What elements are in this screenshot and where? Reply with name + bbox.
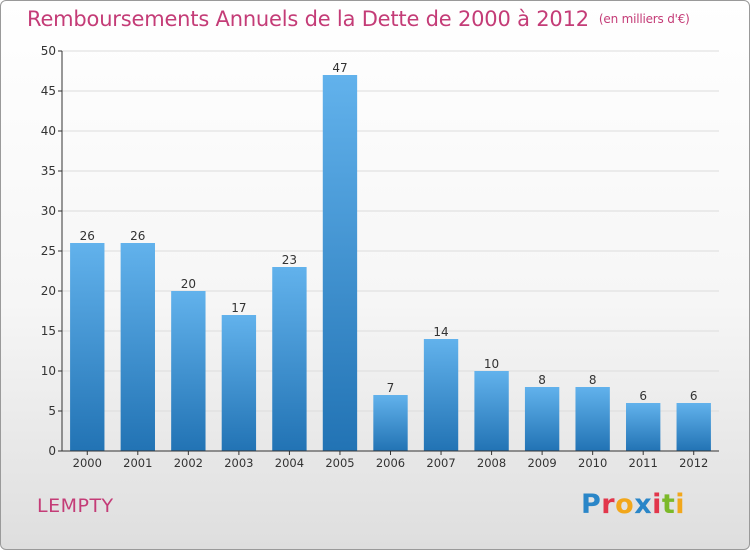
bar-value-2009: 8	[538, 373, 546, 387]
y-tick-label-20: 20	[41, 284, 56, 298]
proxiti-letter: o	[615, 489, 635, 520]
proxiti-logo: Proxiti	[581, 489, 685, 520]
y-tick-label-50: 50	[41, 44, 56, 58]
bar-value-2001: 26	[130, 229, 145, 243]
y-tick-label-25: 25	[41, 244, 56, 258]
bar-value-2006: 7	[387, 381, 395, 395]
x-tick-label-2009: 2009	[527, 456, 556, 470]
x-tick-label-2003: 2003	[224, 456, 253, 470]
bar-2008	[474, 371, 509, 451]
x-tick-label-2012: 2012	[679, 456, 708, 470]
bar-value-2012: 6	[690, 389, 698, 403]
bar-value-2005: 47	[332, 61, 347, 75]
y-tick-label-0: 0	[48, 444, 56, 458]
y-tick-label-40: 40	[41, 124, 56, 138]
proxiti-letter: t	[661, 489, 676, 520]
proxiti-letter: x	[634, 489, 653, 520]
bar-2000	[70, 243, 105, 451]
bar-2006	[373, 395, 408, 451]
y-tick-label-45: 45	[41, 84, 56, 98]
chart-unit: (en milliers d'€)	[598, 12, 690, 26]
proxiti-letter: P	[581, 489, 602, 520]
x-tick-label-2005: 2005	[325, 456, 354, 470]
x-tick-label-2004: 2004	[275, 456, 304, 470]
bar-value-2004: 23	[282, 253, 297, 267]
chart-title-text: Remboursements Annuels de la Dette de 20…	[27, 7, 589, 31]
bar-value-2000: 26	[80, 229, 95, 243]
bar-2005	[322, 75, 358, 451]
chart-title: Remboursements Annuels de la Dette de 20…	[27, 7, 690, 31]
bar-value-2011: 6	[639, 389, 647, 403]
x-tick-label-2007: 2007	[426, 456, 455, 470]
x-tick-label-2006: 2006	[376, 456, 405, 470]
bar-2004	[272, 267, 307, 451]
y-tick-label-10: 10	[41, 364, 56, 378]
bar-2003	[221, 315, 257, 451]
commune-name: LEMPTY	[37, 495, 114, 517]
x-tick-label-2011: 2011	[629, 456, 658, 470]
y-tick-label-35: 35	[41, 164, 56, 178]
proxiti-letter: i	[675, 489, 686, 520]
x-tick-label-2008: 2008	[477, 456, 506, 470]
proxiti-letter: r	[601, 489, 616, 520]
bar-2007	[423, 339, 459, 451]
bar-2012	[676, 403, 711, 451]
bar-value-2007: 14	[433, 325, 448, 339]
y-tick-label-15: 15	[41, 324, 56, 338]
x-tick-label-2002: 2002	[174, 456, 203, 470]
bar-2001	[120, 243, 155, 451]
bar-value-2010: 8	[589, 373, 597, 387]
bar-2009	[524, 387, 560, 451]
x-tick-label-2000: 2000	[73, 456, 102, 470]
bars	[70, 75, 711, 451]
bar-value-2003: 17	[231, 301, 246, 315]
bar-value-2002: 20	[181, 277, 196, 291]
y-tick-label-5: 5	[48, 404, 56, 418]
axes	[58, 50, 719, 455]
x-tick-label-2001: 2001	[123, 456, 152, 470]
bar-2010	[575, 387, 610, 451]
labels: 0 5 10 15 20 25 30 35 40 45 50 26 2000 26 2001 20 2002 17…	[41, 44, 709, 470]
bar-2002	[171, 291, 206, 451]
x-tick-label-2010: 2010	[578, 456, 607, 470]
bar-2011	[626, 403, 661, 451]
proxiti-letter: i	[652, 489, 662, 520]
y-tick-label-30: 30	[41, 204, 56, 218]
bar-value-2008: 10	[484, 357, 499, 371]
